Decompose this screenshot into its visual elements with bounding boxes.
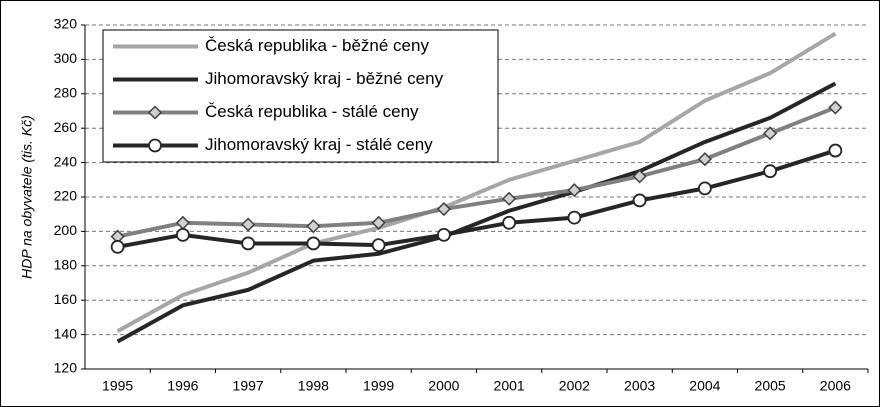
y-axis-label: HDP na obyvatele (tis. Kč) [19,115,35,279]
marker [147,105,163,120]
legend-label: Jihomoravský kraj - běžné ceny [205,69,444,88]
x-tick-label: 1999 [363,378,394,394]
marker [241,236,256,251]
y-tick-label: 160 [54,291,78,307]
marker [502,215,517,230]
x-tick-label: 1998 [298,378,329,394]
y-tick-label: 220 [54,188,78,204]
y-tick-label: 120 [54,360,78,376]
marker [697,152,712,167]
marker [567,210,582,225]
legend-label: Jihomoravský kraj - stálé ceny [205,135,433,154]
x-tick-label: 2004 [689,378,720,394]
marker [502,191,517,206]
marker [436,227,451,242]
marker [110,239,125,254]
x-tick-label: 2002 [559,378,590,394]
legend-box [102,29,499,163]
marker [567,183,582,198]
marker [436,201,451,217]
legend-label: Česká republika - stálé ceny [205,102,419,121]
legend-label: Česká republika - běžné ceny [205,36,429,55]
marker [371,215,386,230]
marker [763,164,778,179]
y-tick-label: 280 [54,85,78,101]
marker [175,227,190,242]
marker [306,236,321,251]
x-tick-label: 1996 [167,378,198,394]
marker [148,138,162,153]
x-tick-label: 2003 [624,378,655,394]
marker [371,238,386,253]
marker [697,181,712,196]
marker [241,217,256,232]
y-tick-label: 140 [54,325,78,341]
marker [306,219,321,234]
y-tick-label: 200 [54,222,78,238]
marker [828,100,843,115]
y-tick-label: 300 [54,50,78,66]
y-tick-label: 320 [54,16,78,32]
x-tick-label: 2006 [820,378,851,394]
marker [828,143,843,158]
series-line [117,105,837,239]
y-tick-label: 240 [54,153,78,169]
x-tick-label: 2005 [755,378,786,394]
series-line [116,31,837,333]
y-tick-label: 180 [54,257,78,273]
x-tick-label: 1997 [233,378,264,394]
series-line [117,148,836,249]
marker [632,193,647,208]
marker [632,169,647,184]
x-tick-label: 1995 [102,378,133,394]
x-tick-label: 2000 [428,378,459,394]
x-tick-label: 2001 [494,378,525,394]
series-line [116,81,837,344]
marker [763,126,778,141]
y-tick-label: 260 [54,119,78,135]
